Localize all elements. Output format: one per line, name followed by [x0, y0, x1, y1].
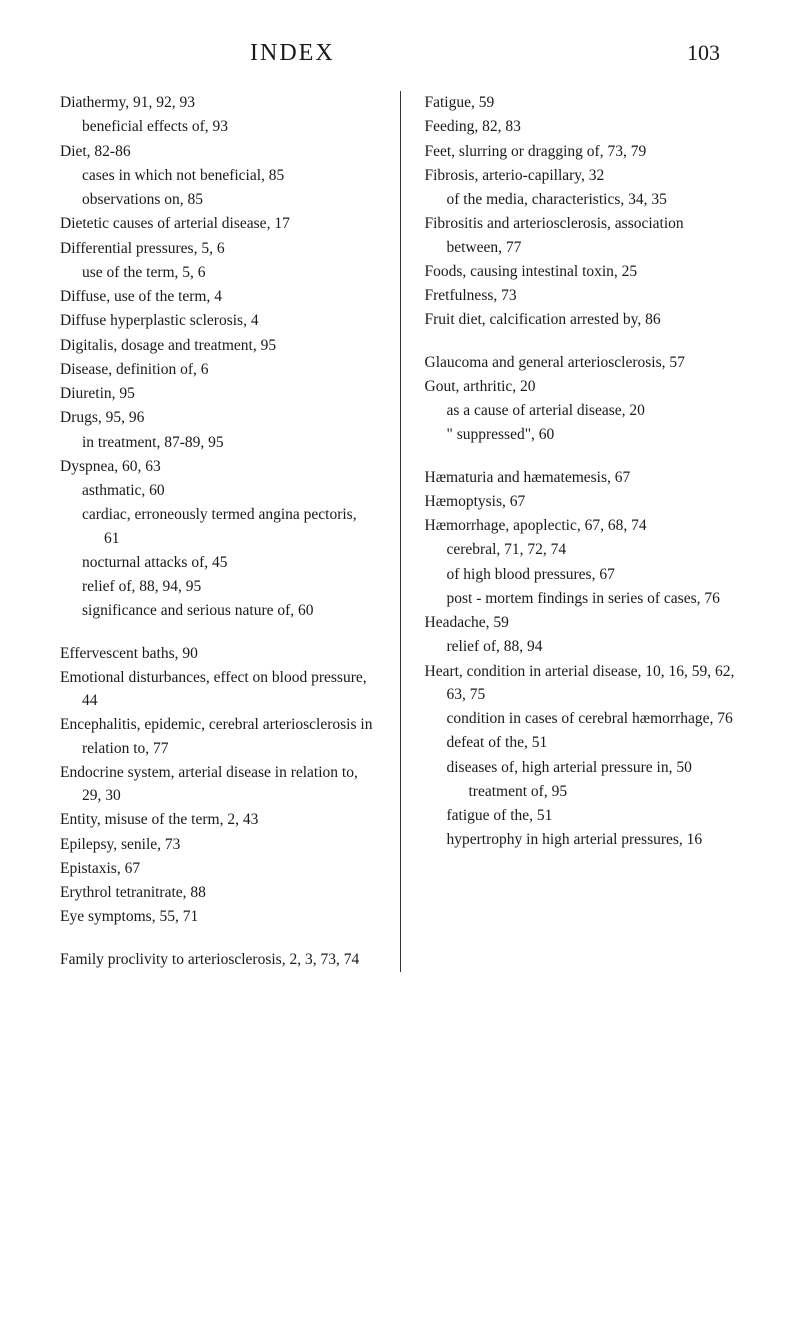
- index-entry: Diathermy, 91, 92, 93: [60, 91, 376, 114]
- index-entry: observations on, 85: [60, 188, 376, 211]
- index-entry: fatigue of the, 51: [425, 804, 741, 827]
- index-entry: Diffuse hyperplastic sclerosis, 4: [60, 309, 376, 332]
- index-entry: Glaucoma and general arteriosclerosis, 5…: [425, 351, 741, 374]
- column-divider: [400, 91, 401, 972]
- index-entry: cerebral, 71, 72, 74: [425, 538, 741, 561]
- index-entry: cardiac, erroneously termed angina pecto…: [60, 503, 376, 550]
- section-gap: [425, 333, 741, 351]
- index-entry: of high blood pressures, 67: [425, 563, 741, 586]
- index-entry: significance and serious nature of, 60: [60, 599, 376, 622]
- index-entry: relief of, 88, 94, 95: [60, 575, 376, 598]
- index-entry: defeat of the, 51: [425, 731, 741, 754]
- index-entry: Emotional disturbances, effect on blood …: [60, 666, 376, 713]
- index-entry: Headache, 59: [425, 611, 741, 634]
- index-entry: cases in which not beneficial, 85: [60, 164, 376, 187]
- index-entry: of the media, characteristics, 34, 35: [425, 188, 741, 211]
- index-entry: Differential pressures, 5, 6: [60, 237, 376, 260]
- index-entry: nocturnal attacks of, 45: [60, 551, 376, 574]
- index-entry: Eye symptoms, 55, 71: [60, 905, 376, 928]
- index-entry: Encephalitis, epidemic, cerebral arterio…: [60, 713, 376, 760]
- index-entry: Effervescent baths, 90: [60, 642, 376, 665]
- section-gap: [425, 448, 741, 466]
- index-entry: condition in cases of cerebral hæmorrhag…: [425, 707, 741, 730]
- index-entry: Epilepsy, senile, 73: [60, 833, 376, 856]
- index-entry: " suppressed", 60: [425, 423, 741, 446]
- index-entry: Endocrine system, arterial disease in re…: [60, 761, 376, 808]
- index-entry: Diet, 82-86: [60, 140, 376, 163]
- page-title: INDEX: [250, 40, 335, 67]
- index-entry: use of the term, 5, 6: [60, 261, 376, 284]
- index-entry: Erythrol tetranitrate, 88: [60, 881, 376, 904]
- index-entry: Epistaxis, 67: [60, 857, 376, 880]
- index-entry: treatment of, 95: [425, 780, 741, 803]
- index-entry: in treatment, 87-89, 95: [60, 431, 376, 454]
- index-entry: Dietetic causes of arterial disease, 17: [60, 212, 376, 235]
- index-entry: Hæmorrhage, apoplectic, 67, 68, 74: [425, 514, 741, 537]
- index-entry: Drugs, 95, 96: [60, 406, 376, 429]
- right-column: Fatigue, 59Feeding, 82, 83Feet, slurring…: [425, 91, 741, 972]
- left-column: Diathermy, 91, 92, 93beneficial effects …: [60, 91, 376, 972]
- index-entry: Feeding, 82, 83: [425, 115, 741, 138]
- index-entry: Gout, arthritic, 20: [425, 375, 741, 398]
- index-entry: diseases of, high arterial pressure in, …: [425, 756, 741, 779]
- index-entry: Fretfulness, 73: [425, 284, 741, 307]
- index-entry: Disease, definition of, 6: [60, 358, 376, 381]
- section-gap: [60, 624, 376, 642]
- index-entry: Digitalis, dosage and treatment, 95: [60, 334, 376, 357]
- index-entry: Heart, condition in arterial disease, 10…: [425, 660, 741, 707]
- index-entry: Entity, misuse of the term, 2, 43: [60, 808, 376, 831]
- index-entry: Hæmoptysis, 67: [425, 490, 741, 513]
- index-entry: as a cause of arterial disease, 20: [425, 399, 741, 422]
- index-entry: beneficial effects of, 93: [60, 115, 376, 138]
- index-entry: asthmatic, 60: [60, 479, 376, 502]
- index-entry: Fatigue, 59: [425, 91, 741, 114]
- index-entry: Diffuse, use of the term, 4: [60, 285, 376, 308]
- index-entry: post - mortem findings in series of case…: [425, 587, 741, 610]
- index-entry: Diuretin, 95: [60, 382, 376, 405]
- page-header: INDEX 103: [60, 40, 740, 67]
- index-entry: Family proclivity to arteriosclerosis, 2…: [60, 948, 376, 971]
- index-entry: relief of, 88, 94: [425, 635, 741, 658]
- section-gap: [60, 930, 376, 948]
- index-entry: Feet, slurring or dragging of, 73, 79: [425, 140, 741, 163]
- index-entry: Foods, causing intestinal toxin, 25: [425, 260, 741, 283]
- index-columns: Diathermy, 91, 92, 93beneficial effects …: [60, 91, 740, 972]
- page-number: 103: [687, 40, 720, 66]
- index-entry: hypertrophy in high arterial pressures, …: [425, 828, 741, 851]
- index-entry: Dyspnea, 60, 63: [60, 455, 376, 478]
- index-entry: Fibrositis and arteriosclerosis, associa…: [425, 212, 741, 259]
- index-entry: Fibrosis, arterio-capillary, 32: [425, 164, 741, 187]
- index-entry: Hæmaturia and hæmatemesis, 67: [425, 466, 741, 489]
- index-entry: Fruit diet, calcification arrested by, 8…: [425, 308, 741, 331]
